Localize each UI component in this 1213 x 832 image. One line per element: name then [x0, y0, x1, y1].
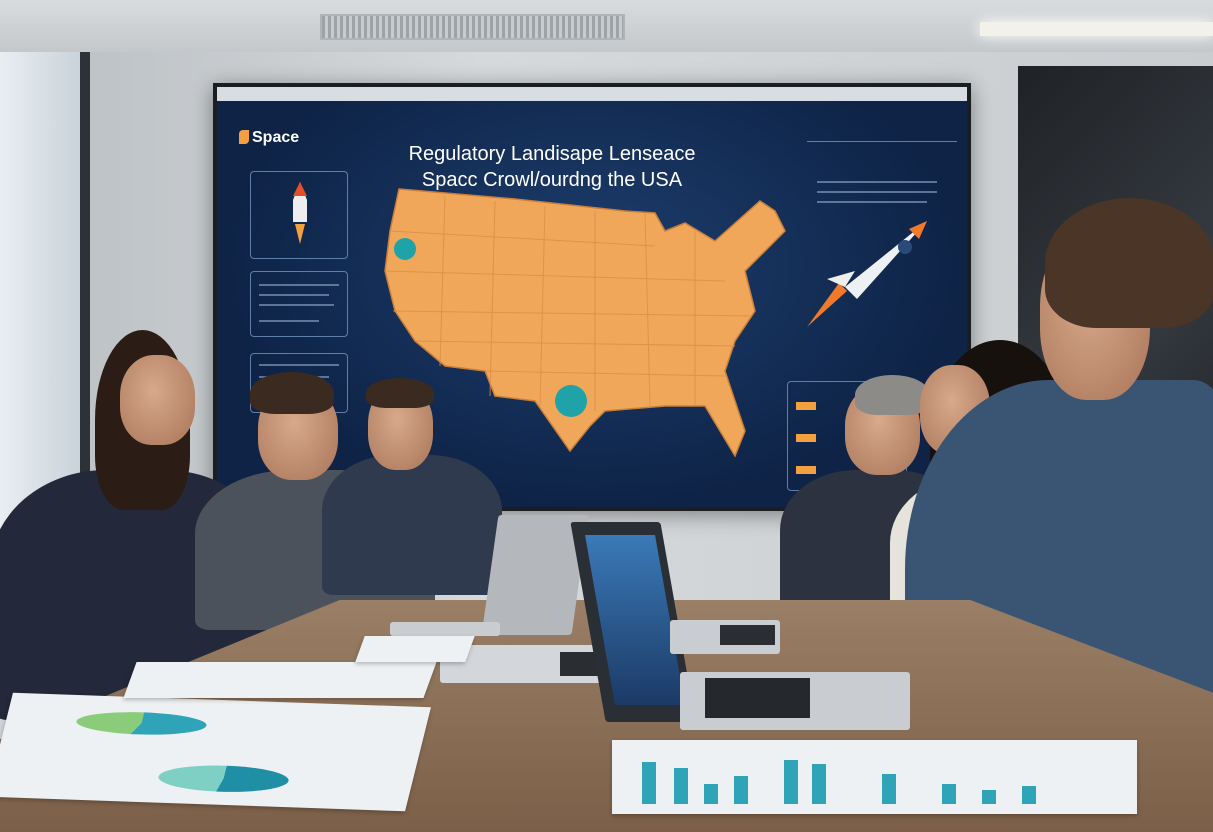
header-rule — [807, 141, 957, 142]
bar — [784, 760, 798, 804]
slide: Space Regulatory Landisape Lenseace Spac… — [217, 101, 967, 507]
paper-document — [355, 636, 475, 662]
rocket-panel — [250, 171, 348, 259]
paper-pie-chart — [0, 692, 431, 812]
bar — [642, 762, 656, 804]
rocket-icon — [293, 182, 307, 244]
bar — [734, 776, 748, 804]
paper-bar-chart — [612, 740, 1137, 814]
presentation-screen: Space Regulatory Landisape Lenseace Spac… — [213, 83, 971, 511]
paper-document — [123, 662, 437, 698]
slide-title: Regulatory Landisape Lenseace — [408, 143, 696, 165]
map-marker-icon — [394, 238, 416, 260]
logo-icon — [239, 130, 249, 144]
bar — [942, 784, 956, 804]
pie-chart-icon — [73, 710, 210, 737]
info-panel — [250, 271, 348, 337]
ceiling — [0, 0, 1213, 52]
bar — [982, 790, 996, 804]
map-marker-icon — [555, 385, 587, 417]
slide-subtitle: Spacc Crowl/ourdng the USA — [421, 169, 683, 191]
ceiling-light — [980, 22, 1213, 36]
bar — [812, 764, 826, 804]
space-logo: Space — [239, 129, 299, 147]
screen-top-bar — [217, 87, 967, 101]
usa-map — [384, 188, 786, 458]
pie-chart-icon — [155, 763, 292, 795]
rocket-illustration — [807, 221, 927, 327]
bar — [1022, 786, 1036, 804]
logo-text: Space — [252, 129, 300, 146]
bar — [704, 784, 718, 804]
air-vent — [320, 14, 625, 40]
bar — [674, 768, 688, 804]
bar — [882, 774, 896, 804]
